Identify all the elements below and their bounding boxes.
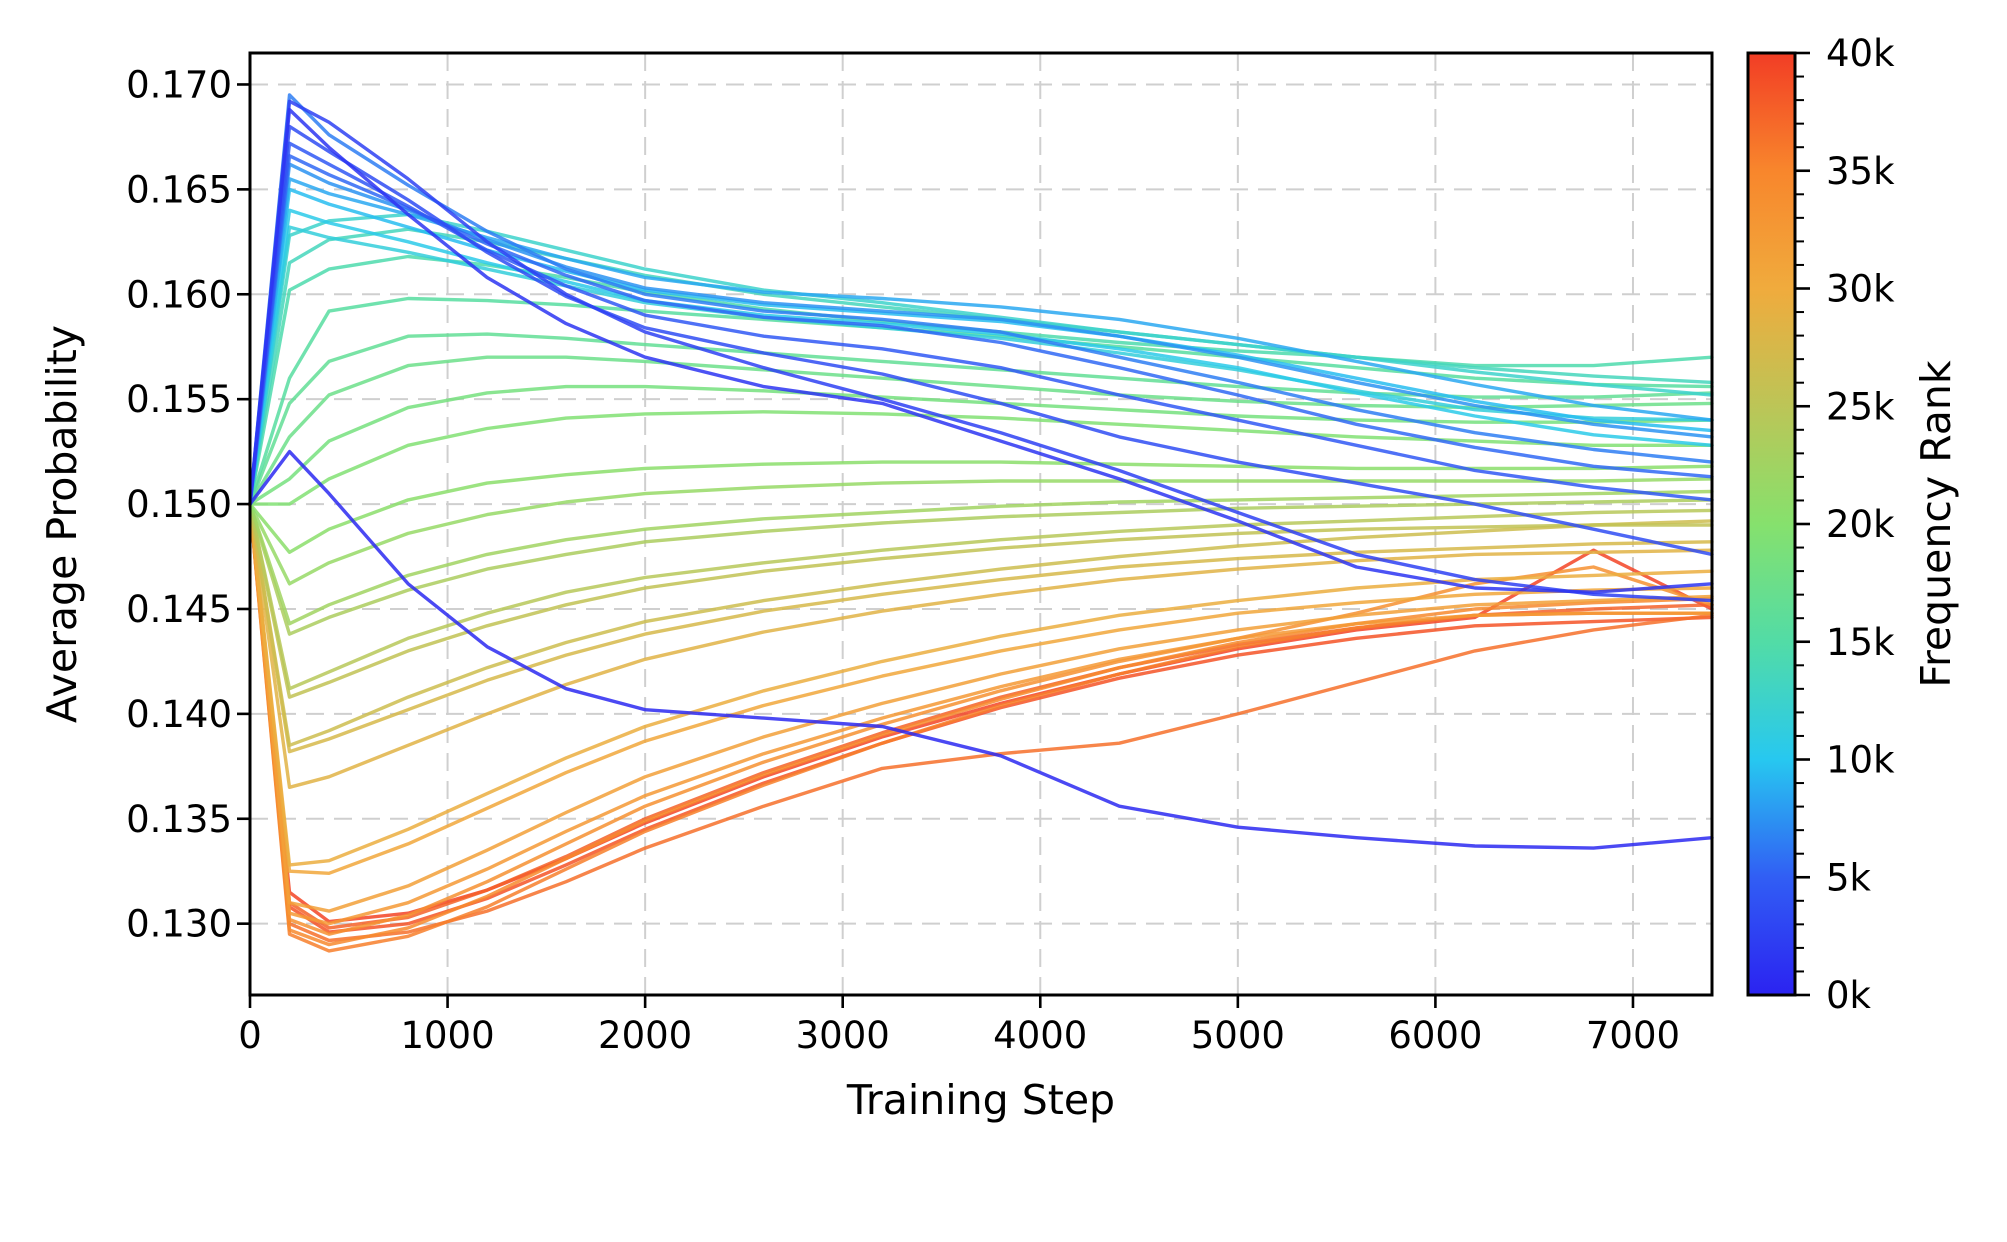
series-line-rank-35.5k — [248, 502, 1714, 953]
series-line-rank-27.5k — [248, 502, 1714, 754]
y-tick-label-0.150: 0.150 — [126, 483, 232, 526]
plot-border — [248, 51, 1714, 997]
series-line-rank-20.5k — [248, 460, 1714, 554]
series-line-rank-3.5k — [248, 124, 1714, 557]
series-line-rank-2.5k — [248, 99, 1714, 603]
series-line-rank-6.5k — [248, 93, 1714, 506]
series-line-rank-5.5k — [248, 154, 1714, 506]
series-line-rank-22.5k — [248, 489, 1714, 626]
series-line-rank-25.5k — [248, 502, 1714, 699]
series-line-rank-1.5k — [248, 107, 1714, 594]
series-line-rank-34.5k — [248, 502, 1714, 947]
series-line-rank-8.5k — [248, 177, 1714, 506]
series-line-rank-32.5k — [248, 502, 1714, 926]
colorbar-gradient — [1748, 53, 1795, 995]
colorbar-tick-label-5k: 5k — [1826, 856, 1872, 899]
series-line-rank-17.5k — [248, 355, 1714, 506]
colorbar-tick-label-40k: 40k — [1826, 32, 1895, 75]
y-tick-label-0.170: 0.170 — [126, 63, 232, 106]
series-line-rank-38.5k — [248, 502, 1714, 934]
series-line-rank-19.5k — [248, 410, 1714, 506]
series-line-rank-29.5k — [248, 502, 1714, 867]
x-tick-label-2000: 2000 — [598, 1014, 692, 1057]
y-tick-label-0.135: 0.135 — [126, 798, 232, 841]
colorbar-title: Frequency Rank — [1912, 360, 1960, 688]
series-line-rank-21.5k — [248, 477, 1714, 586]
y-tick-label-0.145: 0.145 — [126, 588, 232, 631]
x-tick-label-7000: 7000 — [1586, 1014, 1680, 1057]
y-tick-label-0.140: 0.140 — [126, 693, 232, 736]
series-line-rank-37.5k — [248, 502, 1714, 930]
x-tick-label-4000: 4000 — [993, 1014, 1087, 1057]
colorbar-tick-label-20k: 20k — [1826, 503, 1895, 546]
colorbar-tick-label-35k: 35k — [1826, 150, 1895, 193]
x-axis-title: Training Step — [846, 1076, 1116, 1124]
y-tick-label-0.165: 0.165 — [126, 168, 232, 211]
colorbar-border — [1746, 51, 1797, 997]
series-line-rank-26.5k — [248, 502, 1714, 747]
y-axis-title: Average Probability — [38, 324, 86, 724]
series-line-rank-4.5k — [248, 141, 1714, 506]
colorbar-tick-label-30k: 30k — [1826, 268, 1895, 311]
series-line-rank-13.5k — [248, 227, 1714, 506]
x-tick-label-6000: 6000 — [1388, 1014, 1482, 1057]
y-tick-label-0.160: 0.160 — [126, 273, 232, 316]
x-tick-label-5000: 5000 — [1191, 1014, 1285, 1057]
y-tick-label-0.155: 0.155 — [126, 378, 232, 421]
y-tick-label-0.130: 0.130 — [126, 903, 232, 946]
colorbar-tick-label-10k: 10k — [1826, 739, 1895, 782]
series-line-rank-31.5k — [248, 502, 1714, 913]
colorbar-tick-label-15k: 15k — [1826, 621, 1895, 664]
x-tick-label-1000: 1000 — [400, 1014, 494, 1057]
colorbar-tick-label-25k: 25k — [1826, 385, 1895, 428]
series-line-rank-24.5k — [248, 502, 1714, 691]
colorbar-tick-label-0k: 0k — [1826, 974, 1872, 1017]
x-tick-label-3000: 3000 — [796, 1014, 890, 1057]
series-line-rank-9.5k — [248, 187, 1714, 506]
series-line-rank-28.5k — [248, 502, 1714, 789]
series-line-rank-10.5k — [248, 208, 1714, 506]
series-line-rank-0.5k — [248, 449, 1714, 850]
series-line-rank-30.5k — [248, 502, 1714, 875]
x-tick-label-0: 0 — [238, 1014, 262, 1057]
series-line-rank-23.5k — [248, 498, 1714, 636]
series-line-rank-7.5k — [248, 162, 1714, 506]
series-line-rank-39.5k — [248, 502, 1714, 924]
